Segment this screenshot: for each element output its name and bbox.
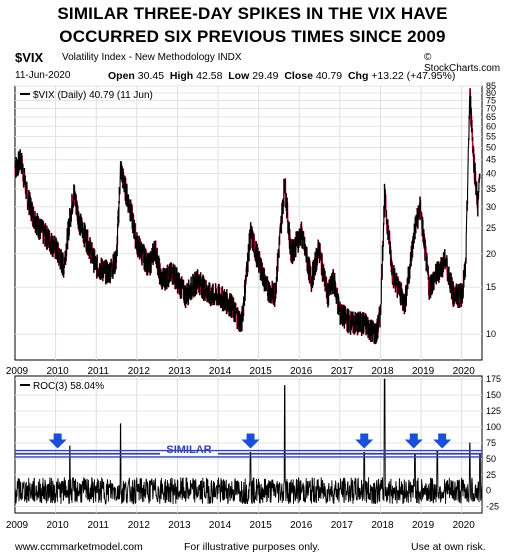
footer-disclaimer: For illustrative purposes only.	[184, 541, 320, 553]
price-y-tick-label: 60	[486, 121, 496, 131]
roc-x-tick-label: 2009	[6, 520, 29, 531]
chart-title-line-1: SIMILAR THREE-DAY SPIKES IN THE VIX HAVE	[57, 4, 448, 23]
price-y-tick-label: 80	[486, 88, 496, 98]
footer-risk: Use at own risk.	[411, 541, 486, 553]
price-legend: $VIX (Daily) 40.79 (11 Jun)	[33, 90, 153, 101]
price-x-tick-label: 2012	[128, 366, 151, 377]
price-x-tick-label: 2015	[250, 366, 273, 377]
price-y-tick-label: 20	[486, 249, 496, 259]
price-y-tick-label: 70	[486, 104, 496, 114]
low-label: Low	[228, 70, 250, 82]
price-y-tick-label: 55	[486, 131, 496, 141]
price-y-tick-label: 40	[486, 168, 496, 178]
blue-arrow-marker	[48, 433, 67, 449]
roc-x-tick-label: 2017	[331, 520, 354, 531]
roc-series-line	[14, 378, 483, 505]
price-x-tick-label: 2019	[412, 366, 435, 377]
blue-arrow-marker	[241, 433, 260, 449]
price-x-tick-label: 2018	[371, 366, 394, 377]
price-y-tick-label: 35	[486, 184, 496, 194]
vix-chart: 2009200920102010201120112012201220132013…	[6, 81, 501, 531]
roc-y-tick-label: 125	[486, 406, 501, 416]
roc-legend: ROC(3) 58.04%	[33, 381, 104, 392]
roc-x-tick-label: 2010	[46, 520, 69, 531]
ohlc-readout: Open 30.45 High 42.58 Low 29.49 Close 40…	[108, 70, 455, 82]
roc-y-tick-label: -25	[486, 502, 499, 512]
high-value: 42.58	[196, 70, 223, 82]
roc-x-tick-label: 2016	[290, 520, 313, 531]
ticker-symbol: $VIX	[15, 50, 44, 65]
roc-x-tick-label: 2013	[168, 520, 191, 531]
footer-website: www.ccmmarketmodel.com	[15, 541, 143, 553]
price-y-tick-label: 75	[486, 96, 496, 106]
price-y-tick-label: 30	[486, 202, 496, 212]
chg-value: +13.22 (+47.95%)	[371, 70, 456, 82]
roc-y-tick-label: 50	[486, 454, 496, 464]
roc-y-tick-label: 25	[486, 470, 496, 480]
stockcharts-credit: © StockCharts.com	[424, 52, 501, 74]
quote-date: 11-Jun-2020	[15, 70, 71, 81]
price-panel-frame	[14, 85, 483, 361]
vix-up-bars	[14, 88, 481, 345]
price-y-tick-label: 10	[486, 329, 496, 339]
price-y-tick-label: 65	[486, 112, 496, 122]
price-x-tick-label: 2014	[209, 366, 232, 377]
price-y-tick-label: 50	[486, 143, 496, 153]
blue-arrow-marker	[433, 433, 452, 449]
open-value: 30.45	[137, 70, 165, 82]
price-y-tick-label: 15	[486, 282, 496, 292]
low-value: 29.49	[252, 70, 279, 82]
price-x-tick-label: 2016	[290, 366, 313, 377]
open-label: Open	[108, 70, 135, 82]
price-x-tick-label: 2010	[46, 366, 69, 377]
roc-x-tick-label: 2020	[453, 520, 476, 531]
close-value: 40.79	[315, 70, 343, 82]
price-x-tick-label: 2011	[87, 366, 109, 377]
roc-y-tick-label: 175	[486, 374, 501, 384]
roc-x-tick-label: 2019	[412, 520, 435, 531]
blue-arrow-marker	[355, 433, 374, 449]
roc-x-tick-label: 2012	[128, 520, 151, 531]
price-x-tick-label: 2009	[6, 366, 29, 377]
ticker-name: Volatility Index - New Methodology INDX	[62, 52, 242, 63]
roc-x-tick-label: 2011	[87, 520, 109, 531]
price-x-tick-label: 2013	[168, 366, 191, 377]
high-label: High	[169, 70, 194, 82]
blue-arrow-marker	[404, 433, 423, 449]
roc-y-tick-label: 0	[486, 486, 491, 496]
roc-x-tick-label: 2014	[209, 520, 232, 531]
chart-title-line-2: OCCURRED SIX PREVIOUS TIMES SINCE 2009	[59, 27, 446, 46]
price-y-tick-label: 85	[486, 81, 496, 91]
price-y-tick-label: 25	[486, 223, 496, 233]
similar-band-label: SIMILAR	[166, 444, 211, 456]
chg-label: Chg	[347, 70, 369, 82]
roc-x-tick-label: 2018	[371, 520, 394, 531]
price-x-tick-label: 2017	[331, 366, 354, 377]
roc-y-tick-label: 75	[486, 438, 496, 448]
close-label: Close	[284, 70, 313, 82]
price-x-tick-label: 2020	[453, 366, 476, 377]
roc-x-tick-label: 2015	[250, 520, 273, 531]
roc-y-tick-label: 100	[486, 422, 501, 432]
roc-y-tick-label: 150	[486, 390, 501, 400]
similar-label-bg	[160, 452, 218, 455]
price-y-tick-label: 45	[486, 155, 496, 165]
